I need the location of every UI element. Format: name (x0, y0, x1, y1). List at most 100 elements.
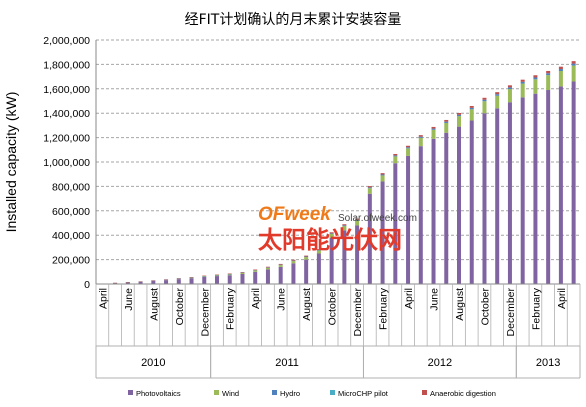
watermark-site: Solar.ofweek.com (338, 213, 417, 224)
bar-segment (419, 137, 423, 138)
x-tick-label: December (352, 287, 364, 336)
bar-segment (546, 73, 550, 75)
bar-segment (240, 272, 244, 273)
bar-segment (215, 276, 219, 284)
bar-segment (470, 121, 474, 284)
x-tick-label: June (276, 288, 288, 311)
y-axis-label: Installed capacity (kW) (3, 92, 19, 233)
bar-segment (291, 263, 295, 284)
bar-segment (444, 133, 448, 284)
bar-segment (240, 273, 244, 274)
y-tick-label: 600,000 (52, 206, 90, 218)
x-tick-label: April (556, 288, 568, 309)
bar-segment (482, 101, 486, 113)
y-tick-label: 0 (84, 279, 90, 291)
bar-segment (521, 82, 525, 84)
bar-segment (393, 155, 397, 156)
bar-segment (342, 225, 346, 226)
bar-segment (508, 87, 512, 89)
bar-segment (266, 267, 270, 268)
bar-segment (419, 146, 423, 284)
bar-segment (521, 80, 525, 82)
bar-segment (419, 138, 423, 146)
bar-segment (406, 148, 410, 156)
x-tick-label: August (148, 288, 160, 321)
bar-segment (304, 260, 308, 284)
bar-segment (164, 280, 168, 284)
bar-segment (457, 113, 461, 115)
bar-segment (291, 261, 295, 263)
bar-segment (202, 277, 206, 284)
bar-segment (304, 256, 308, 257)
bar-segment (533, 94, 537, 284)
bar-segment (482, 100, 486, 102)
bar-segment (559, 86, 563, 284)
bar-segment (470, 109, 474, 120)
x-tick-label: April (97, 288, 109, 309)
x-tick-label: December (199, 287, 211, 336)
bar-segment (432, 127, 436, 129)
legend-label: Anaerobic digestion (430, 389, 496, 398)
bar-segment (419, 135, 423, 137)
bar-segment (559, 69, 563, 71)
bar-segment (393, 156, 397, 163)
bar-segment (368, 187, 372, 188)
x-tick-label: August (301, 288, 313, 321)
bar-segment (253, 270, 257, 271)
bar-segment (482, 98, 486, 100)
bar-segment (253, 270, 257, 271)
y-tick-label: 1,200,000 (43, 133, 90, 145)
bar-segment (381, 175, 385, 181)
year-label: 2013 (536, 357, 560, 369)
bar-segment (432, 130, 436, 139)
bar-segment (393, 154, 397, 155)
year-label: 2011 (275, 357, 299, 369)
bar-segment (444, 122, 448, 123)
bar-segment (572, 61, 576, 63)
y-tick-label: 800,000 (52, 181, 90, 193)
x-tick-label: February (225, 287, 237, 330)
bar-segment (495, 96, 499, 109)
chart-title: 经FIT计划确认的月末累计安装容量 (185, 11, 402, 28)
x-tick-label: October (174, 288, 186, 326)
bar-segment (508, 85, 512, 87)
y-tick-label: 1,600,000 (43, 84, 90, 96)
y-tick-label: 1,400,000 (43, 108, 90, 120)
bar-segment (559, 67, 563, 69)
bar-segment (533, 77, 537, 79)
bar-segment (508, 102, 512, 284)
year-label: 2012 (428, 357, 452, 369)
bar-segment (406, 146, 410, 147)
bar-segment (508, 89, 512, 102)
bar-segment (228, 274, 232, 275)
bar-segment (546, 75, 550, 90)
y-tick-label: 2,000,000 (43, 35, 90, 47)
bar-segment (368, 186, 372, 187)
legend-label: Wind (222, 389, 239, 398)
bar-segment (495, 92, 499, 94)
legend-swatch (128, 390, 133, 395)
bar-segment (279, 267, 283, 284)
bar-segment (279, 264, 283, 265)
bar-segment (266, 269, 270, 284)
x-tick-label: June (429, 288, 441, 311)
bar-segment (444, 123, 448, 133)
bar-segment (253, 272, 257, 284)
bar-segment (533, 75, 537, 77)
y-tick-labels: 0200,000400,000600,000800,0001,000,0001,… (43, 35, 90, 291)
bar-segment (240, 274, 244, 284)
bar-segment (559, 71, 563, 86)
watermark-chinese: 太阳能光伏网 (258, 226, 402, 254)
bar-segment (304, 257, 308, 258)
bar-segment (304, 257, 308, 260)
x-tick-label: August (454, 288, 466, 321)
y-tick-label: 1,000,000 (43, 157, 90, 169)
watermark-brand: OFweek (258, 204, 332, 225)
bar-segment (572, 64, 576, 66)
x-tick-label: October (479, 288, 491, 326)
bar-segment (228, 275, 232, 284)
bar-segment (470, 108, 474, 109)
x-axis: April June August October December February Ap… (96, 40, 580, 378)
bar-segment (342, 224, 346, 225)
